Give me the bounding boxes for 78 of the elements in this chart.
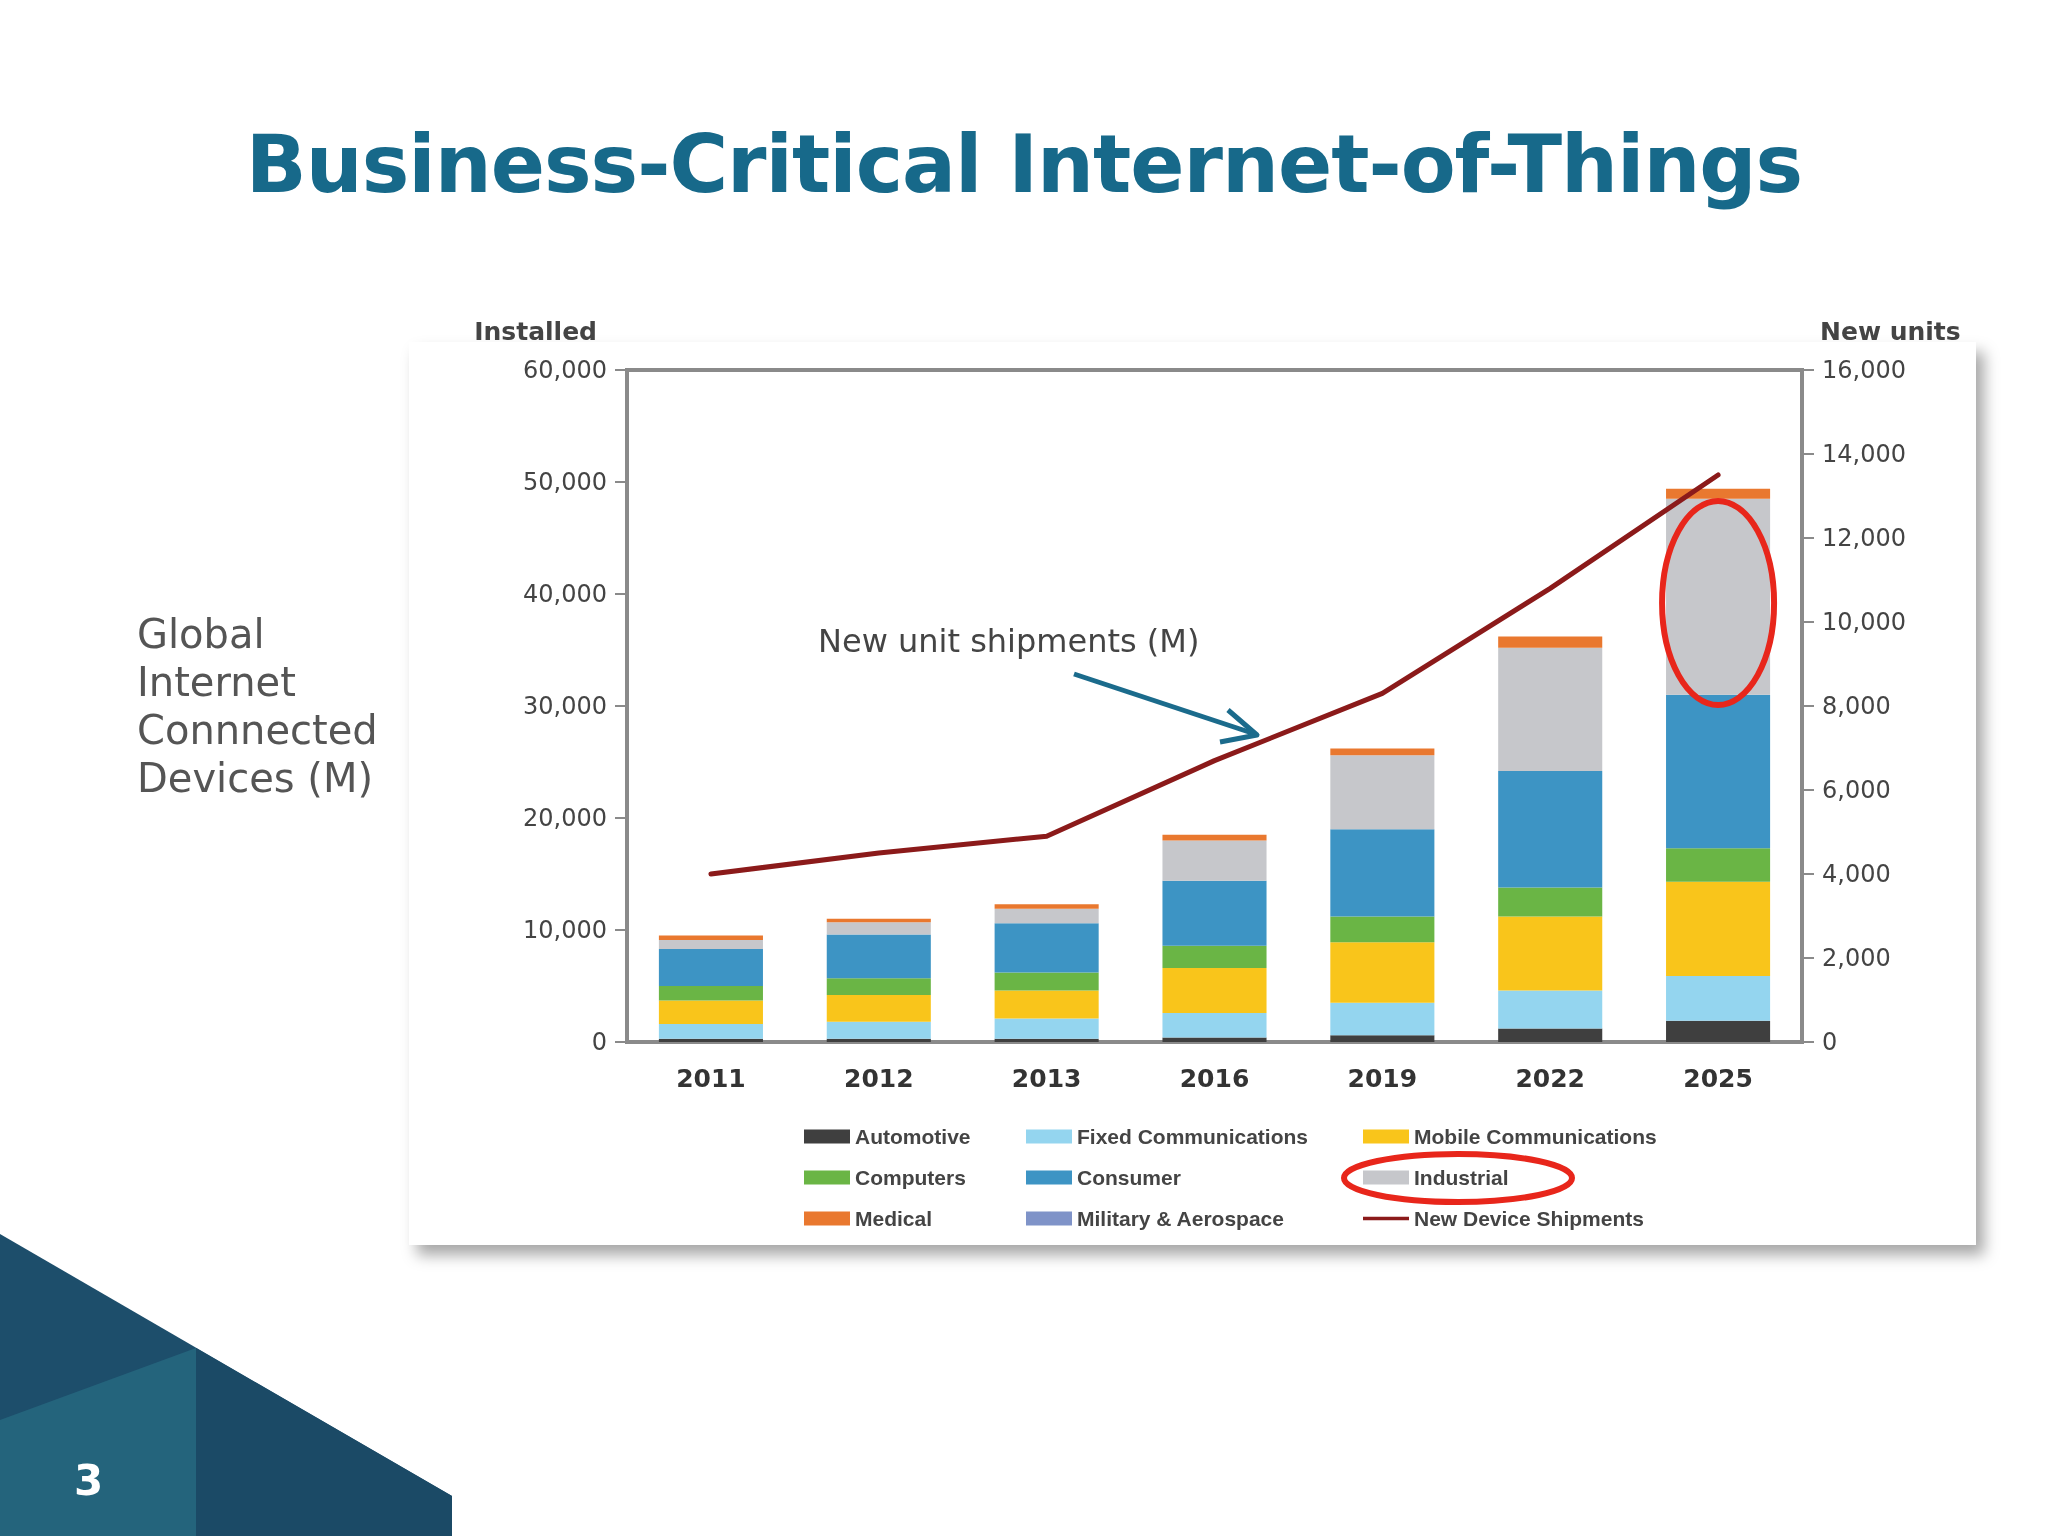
bar bbox=[1330, 942, 1435, 1003]
legend-label: New Device Shipments bbox=[1414, 1207, 1644, 1230]
bar bbox=[994, 908, 1099, 924]
bar bbox=[1666, 848, 1771, 882]
y2-tick-label: 8,000 bbox=[1822, 692, 1891, 720]
bar bbox=[994, 923, 1099, 973]
bar bbox=[658, 986, 763, 1001]
bar bbox=[658, 940, 763, 950]
x-tick-label: 2016 bbox=[1179, 1064, 1250, 1093]
legend-label: Medical bbox=[855, 1207, 933, 1230]
y-tick-label: 30,000 bbox=[523, 692, 607, 720]
y2-tick-label: 4,000 bbox=[1822, 860, 1891, 888]
bar bbox=[1162, 840, 1267, 881]
annotation: New unit shipments (M) bbox=[818, 622, 1201, 661]
y2-tick-label: 14,000 bbox=[1822, 440, 1906, 468]
legend-label: Consumer bbox=[1077, 1166, 1181, 1189]
bar bbox=[1498, 636, 1603, 648]
legend-label: Industrial bbox=[1414, 1166, 1509, 1189]
bar bbox=[1162, 834, 1267, 841]
x-tick-label: 2025 bbox=[1683, 1064, 1753, 1093]
bar bbox=[826, 922, 931, 935]
legend-label: Military & Aerospace bbox=[1077, 1207, 1284, 1230]
bar bbox=[1330, 755, 1435, 830]
legend-label: Automotive bbox=[855, 1125, 971, 1148]
bar bbox=[994, 972, 1099, 991]
y2-axis-title: New units bbox=[1820, 317, 1961, 346]
bar bbox=[1498, 1028, 1603, 1042]
bar bbox=[1330, 916, 1435, 943]
bar bbox=[1666, 975, 1771, 1021]
bar bbox=[1162, 968, 1267, 1013]
bar bbox=[1498, 887, 1603, 917]
bar bbox=[826, 994, 931, 1022]
bar bbox=[1498, 770, 1603, 888]
bar bbox=[658, 1024, 763, 1039]
text: Global Internet Connnected Devices (M) bbox=[137, 610, 379, 802]
bar bbox=[1498, 990, 1603, 1029]
bar bbox=[1162, 880, 1267, 946]
x-tick-label: 2011 bbox=[676, 1064, 746, 1093]
legend-label: Fixed Communications bbox=[1077, 1125, 1309, 1148]
y2-tick-label: 12,000 bbox=[1822, 524, 1906, 552]
y-tick-label: 20,000 bbox=[523, 804, 607, 832]
x-tick-label: 2013 bbox=[1011, 1064, 1082, 1093]
y2-tick-label: 10,000 bbox=[1822, 608, 1906, 636]
bar bbox=[658, 1000, 763, 1025]
y2-tick-label: 16,000 bbox=[1822, 356, 1906, 384]
bar bbox=[1666, 1020, 1771, 1042]
bar bbox=[1162, 1037, 1267, 1042]
x-tick-label: 2022 bbox=[1515, 1064, 1586, 1093]
y2-tick-label: 2,000 bbox=[1822, 944, 1891, 972]
y-tick-label: 60,000 bbox=[523, 356, 607, 384]
y-axis-title: Installed bbox=[474, 317, 597, 346]
x-tick-label: 2019 bbox=[1347, 1064, 1418, 1093]
y2-tick-label: 6,000 bbox=[1822, 776, 1891, 804]
bar bbox=[994, 1018, 1099, 1039]
y-tick-label: 10,000 bbox=[523, 916, 607, 944]
bar bbox=[1498, 916, 1603, 991]
chart-title: Business-Critical Internet-of-Things bbox=[244, 118, 1804, 211]
y-tick-label: 50,000 bbox=[523, 468, 607, 496]
bar bbox=[1498, 647, 1603, 771]
x-tick-label: 2012 bbox=[843, 1064, 914, 1093]
y2-tick-label: 0 bbox=[1822, 1028, 1838, 1056]
bar bbox=[1666, 881, 1771, 976]
bar bbox=[1162, 1012, 1267, 1038]
bar bbox=[1162, 945, 1267, 969]
bar bbox=[994, 904, 1099, 909]
bar bbox=[826, 934, 931, 979]
bar bbox=[994, 990, 1099, 1019]
bar bbox=[1330, 1002, 1435, 1036]
legend-label: Computers bbox=[855, 1166, 966, 1189]
text: 3 bbox=[74, 1456, 105, 1507]
bar bbox=[1330, 1035, 1435, 1042]
bar bbox=[1330, 829, 1435, 917]
bar bbox=[658, 949, 763, 986]
bar bbox=[826, 1021, 931, 1039]
legend-label: Mobile Communications bbox=[1414, 1125, 1657, 1148]
y-tick-label: 40,000 bbox=[523, 580, 607, 608]
bar bbox=[826, 978, 931, 995]
y-tick-label: 0 bbox=[591, 1028, 607, 1056]
